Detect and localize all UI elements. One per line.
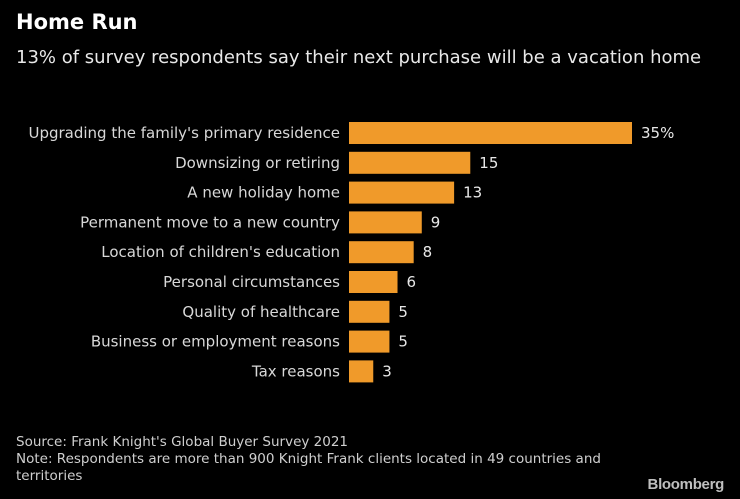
data-label: 3 (382, 362, 392, 380)
bar (349, 211, 422, 234)
data-label: 6 (407, 273, 417, 291)
category-label: Tax reasons (251, 362, 340, 380)
category-label: Downsizing or retiring (175, 154, 340, 172)
bloomberg-logo: Bloomberg (647, 476, 725, 493)
respondents-note: Note: Respondents are more than 900 Knig… (16, 451, 601, 484)
bar (349, 300, 390, 323)
data-label: 35% (641, 124, 674, 142)
bar (349, 330, 390, 353)
bar (349, 151, 471, 174)
data-label: 5 (398, 333, 408, 351)
category-label: Location of children's education (101, 243, 340, 261)
bar (349, 271, 398, 293)
chart-subtitle: 13% of survey respondents say their next… (16, 47, 702, 68)
chart-title: Home Run (16, 10, 138, 34)
category-label: Permanent move to a new country (80, 213, 340, 231)
bar-chart: Upgrading the family's primary residence… (28, 122, 674, 383)
data-label: 15 (479, 154, 498, 172)
data-label: 9 (431, 213, 441, 231)
source-note: Source: Frank Knight's Global Buyer Surv… (16, 434, 349, 450)
bar (349, 241, 414, 264)
category-label: Personal circumstances (163, 273, 340, 291)
chart-footer: Source: Frank Knight's Global Buyer Surv… (16, 434, 616, 485)
category-label: Business or employment reasons (91, 333, 340, 351)
category-label: A new holiday home (187, 184, 340, 202)
bar (349, 122, 632, 144)
bar (349, 360, 374, 383)
bar (349, 181, 455, 204)
category-label: Upgrading the family's primary residence (28, 124, 340, 142)
data-label: 13 (463, 184, 482, 202)
data-label: 8 (423, 243, 433, 261)
category-label: Quality of healthcare (182, 303, 340, 321)
data-label: 5 (398, 303, 408, 321)
